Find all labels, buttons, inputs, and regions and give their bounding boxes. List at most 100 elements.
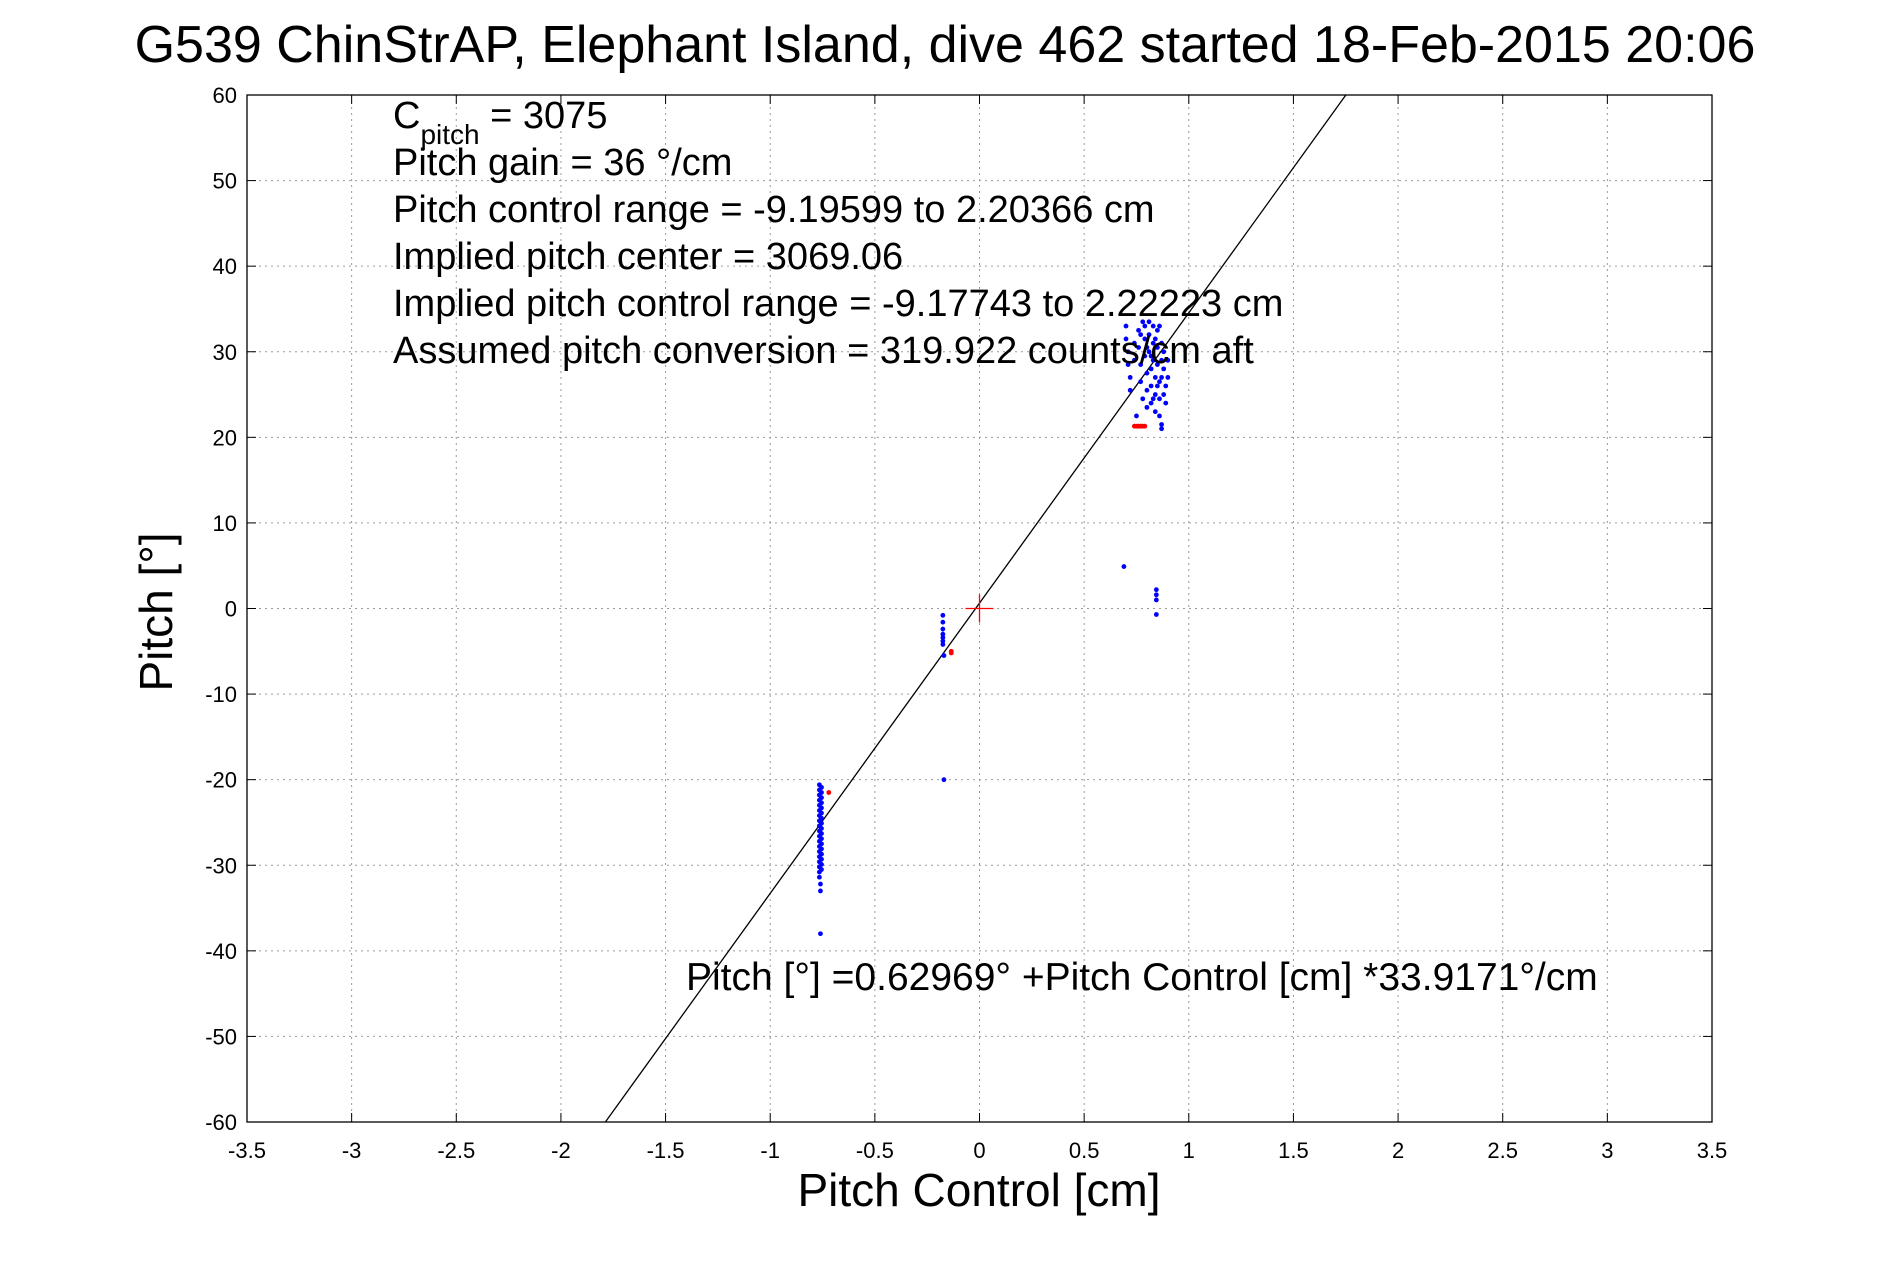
data-point [1152, 392, 1158, 397]
data-point [1161, 392, 1167, 397]
data-point [940, 638, 946, 644]
data-point [1154, 383, 1160, 389]
data-point [1123, 336, 1129, 342]
x-tick-label: 0.5 [1069, 1138, 1100, 1163]
x-axis-label: Pitch Control [cm] [798, 1164, 1161, 1216]
data-point [1121, 564, 1127, 569]
data-point [819, 810, 824, 816]
data-point [1152, 336, 1158, 342]
data-point [1148, 366, 1154, 372]
data-point [1154, 362, 1160, 367]
x-tick-label: 2.5 [1487, 1138, 1518, 1163]
data-point [1148, 400, 1154, 406]
data-point [1138, 332, 1144, 338]
x-tick-labels: -3.5 -3 -2.5 -2 -1.5 -1 -0.5 0 0.5 1 1.5 2 2.5 3 3.5 [228, 1138, 1727, 1163]
y-tick-label: 50 [213, 169, 237, 194]
data-point [1153, 592, 1159, 598]
y-tick-label: -50 [205, 1024, 237, 1049]
data-point [1148, 383, 1154, 389]
data-point [1138, 379, 1144, 385]
data-point [819, 846, 824, 852]
data-point [1153, 597, 1159, 603]
data-point [1142, 353, 1148, 359]
data-point [819, 831, 824, 836]
data-point [819, 841, 824, 847]
y-tick-label: -30 [205, 853, 237, 878]
center-marker [965, 594, 994, 623]
data-point [819, 805, 824, 811]
data-point [1142, 423, 1148, 429]
data-point [1146, 319, 1152, 325]
annotation-line: Pitch control range = -9.19599 to 2.2036… [393, 189, 1155, 231]
data-point [819, 795, 824, 801]
data-point [1146, 332, 1152, 338]
data-point [1144, 370, 1150, 376]
annotation-line: Implied pitch control range = -9.17743 t… [393, 283, 1283, 325]
plot-frame [246, 94, 1713, 1123]
data-point [1159, 357, 1164, 363]
data-point [940, 619, 946, 625]
data-point [1157, 379, 1162, 385]
data-point [819, 790, 824, 795]
data-point [1142, 336, 1148, 342]
data-point [819, 784, 824, 790]
data-point [940, 626, 946, 632]
data-point [1123, 323, 1129, 329]
data-point [1134, 413, 1139, 419]
y-tick-label: -60 [205, 1110, 237, 1135]
annotation-line: Implied pitch center = 3069.06 [393, 236, 903, 278]
data-point [826, 790, 832, 795]
data-point [1144, 345, 1150, 350]
data-point [1159, 422, 1164, 427]
data-point [1150, 357, 1156, 363]
data-point [1136, 327, 1141, 333]
data-point [1159, 340, 1164, 346]
data-point [940, 612, 946, 618]
annotation-line: Cpitch = 3075 [393, 95, 607, 150]
data-point [819, 856, 824, 862]
data-point [819, 867, 824, 872]
data-point [1165, 357, 1171, 363]
chart-title: G539 ChinStrAP, Elephant Island, dive 46… [135, 16, 1756, 74]
data-point [818, 881, 823, 887]
y-tick-label: -10 [205, 682, 237, 707]
x-tick-label: 2 [1392, 1138, 1404, 1163]
y-tick-label: 20 [213, 425, 237, 450]
x-tick-label: 3.5 [1697, 1138, 1728, 1163]
y-tick-labels: -60 -50 -40 -30 -20 -10 0 10 20 30 40 50 60 [205, 83, 237, 1135]
data-point [1161, 366, 1167, 372]
data-point [1136, 345, 1141, 350]
y-tick-label: 40 [213, 254, 237, 279]
data-point [1140, 396, 1146, 402]
data-point [1150, 323, 1156, 329]
x-tick-label: -2 [551, 1138, 571, 1163]
y-axis-label: Pitch [°] [130, 532, 182, 691]
data-point [1142, 323, 1148, 329]
x-tick-label: -2.5 [437, 1138, 475, 1163]
data-point [819, 815, 824, 821]
data-point [819, 826, 824, 831]
data-point [1154, 327, 1160, 333]
data-point [819, 836, 824, 842]
x-tick-label: -3.5 [228, 1138, 266, 1163]
data-point [1157, 323, 1162, 329]
annotation-line: Pitch gain = 36 °/cm [393, 142, 732, 184]
data-point [1131, 340, 1137, 346]
y-tick-label: -20 [205, 768, 237, 793]
data-point [1165, 375, 1171, 380]
data-point [1159, 375, 1164, 380]
data-point [1138, 362, 1144, 367]
data-point [1153, 587, 1159, 593]
data-point [941, 777, 947, 783]
x-tick-label: -3 [342, 1138, 362, 1163]
data-point [940, 642, 946, 647]
data-point [1144, 404, 1150, 410]
data-point [1125, 349, 1131, 355]
data-point [1163, 400, 1169, 406]
x-tick-label: 0 [973, 1138, 985, 1163]
data-point [1144, 387, 1150, 393]
y-tick-label: 60 [213, 83, 237, 108]
fit-equation-label: Pitch [°] =0.62969° +Pitch Control [cm] … [686, 956, 1598, 999]
